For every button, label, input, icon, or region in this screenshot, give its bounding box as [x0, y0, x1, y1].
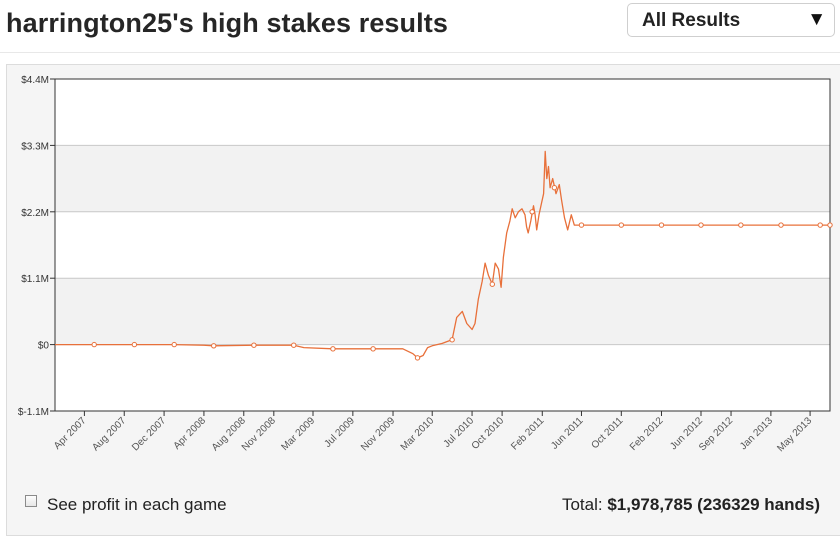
x-tick-label: May 2013	[775, 415, 814, 454]
series-line	[55, 150, 830, 359]
total-summary: Total: $1,978,785 (236329 hands)	[562, 495, 820, 515]
see-profit-checkbox[interactable]	[25, 495, 37, 507]
data-point	[489, 281, 496, 287]
data-point	[251, 342, 257, 348]
data-point	[91, 341, 97, 348]
data-point	[131, 341, 138, 348]
x-tick-label: Apr 2008	[172, 415, 209, 452]
data-point	[370, 346, 376, 352]
data-point	[171, 341, 177, 348]
y-tick-label: $0	[38, 341, 50, 352]
plot-area	[55, 79, 830, 411]
total-amount: $1,978,785	[607, 495, 693, 514]
x-tick-label: Feb 2012	[628, 415, 666, 453]
x-tick-label: Dec 2007	[130, 415, 168, 453]
data-point	[778, 222, 784, 228]
data-point	[529, 209, 535, 215]
data-point	[414, 355, 421, 361]
y-tick-label: $3.3M	[21, 141, 49, 152]
y-tick-label: $-1.1M	[18, 407, 49, 418]
data-point	[330, 346, 336, 352]
data-point	[738, 222, 744, 228]
page-title: harrington25's high stakes results	[6, 8, 448, 38]
data-point	[827, 222, 833, 228]
x-tick-label: Sep 2012	[697, 415, 735, 453]
total-label: Total:	[561, 495, 603, 514]
x-tick-label: Oct 2011	[589, 415, 625, 451]
x-tick-label: Oct 2010	[470, 415, 507, 452]
see-profit-label: See profit in each game	[47, 495, 227, 514]
total-hands: (236329 hands)	[697, 495, 820, 514]
x-tick-label: Jan 2013	[738, 415, 775, 452]
data-point	[618, 222, 625, 228]
x-tick-label: Feb 2011	[509, 415, 546, 452]
x-tick-label: Nov 2008	[240, 415, 278, 453]
y-tick-label: $4.4M	[21, 75, 49, 86]
data-point	[817, 222, 823, 228]
header-divider	[0, 52, 840, 53]
x-tick-label: Apr 2007	[52, 415, 89, 452]
grid-band	[55, 278, 830, 345]
plot-frame	[54, 78, 831, 412]
data-point	[291, 342, 297, 348]
data-point	[698, 222, 704, 228]
x-tick-label: Mar 2010	[399, 415, 437, 453]
x-tick-label: Jun 2011	[549, 415, 586, 452]
x-tick-label: Jul 2009	[322, 415, 357, 450]
y-tick-label: $1.1M	[21, 274, 49, 285]
data-point	[449, 337, 455, 343]
see-profit-toggle[interactable]: See profit in each game	[25, 494, 245, 518]
y-tick-label: $2.2M	[21, 208, 49, 219]
data-point	[578, 222, 585, 228]
results-filter-value: All Results	[642, 10, 741, 31]
results-filter-dropdown[interactable]: All Results ▼	[627, 3, 835, 37]
data-point	[658, 222, 665, 228]
x-tick-label: Mar 2009	[279, 415, 317, 453]
data-point	[551, 184, 558, 191]
chevron-down-icon: ▼	[807, 9, 826, 30]
data-point	[211, 343, 217, 349]
x-tick-label: Aug 2007	[90, 415, 128, 453]
x-tick-label: Nov 2009	[359, 415, 397, 453]
grid-band	[55, 145, 830, 212]
